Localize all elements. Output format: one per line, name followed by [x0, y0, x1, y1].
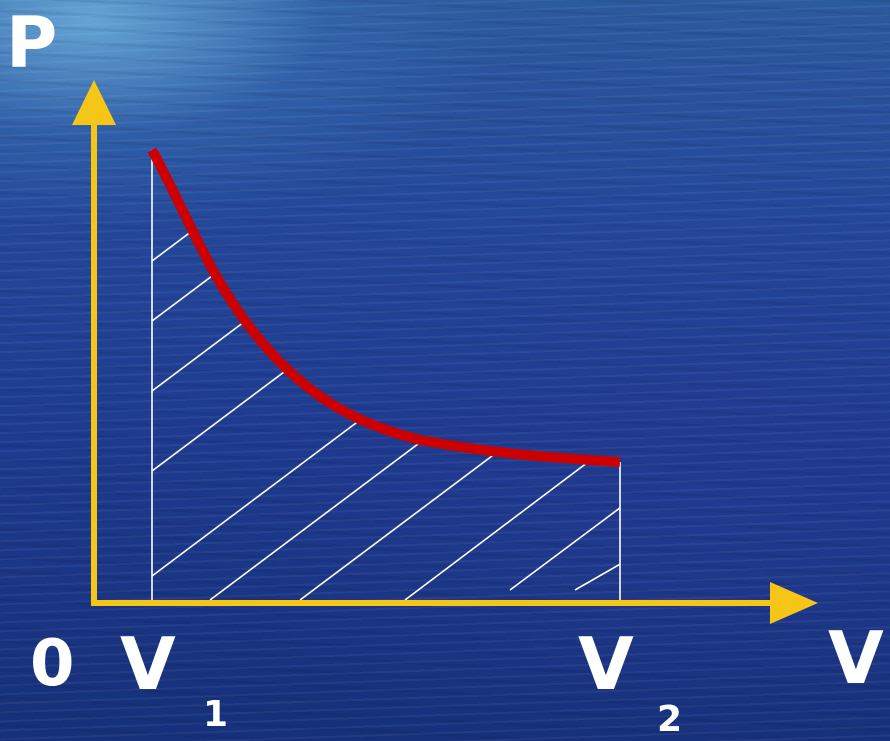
- p-axis-arrow-icon: [72, 80, 116, 125]
- pv-curve: [147, 147, 621, 467]
- hatch-line: [152, 179, 341, 361]
- p-axis-label: P: [6, 2, 58, 84]
- v1-subscript: 1: [203, 694, 229, 735]
- v2-subscript: 2: [657, 699, 683, 740]
- hatch-line: [574, 523, 620, 591]
- hatch-line: [209, 374, 511, 600]
- hatch-line: [152, 344, 461, 600]
- v-axis-label: V: [828, 616, 884, 700]
- origin-label: 0: [30, 627, 75, 701]
- v2-label: V: [578, 622, 634, 706]
- hatch-line: [509, 477, 620, 591]
- hatch-line: [404, 437, 620, 600]
- hatch-line: [152, 269, 421, 511]
- v1-label: V: [120, 622, 176, 706]
- hatch-line: [152, 219, 381, 431]
- v-axis-arrow-icon: [770, 582, 818, 624]
- hatch-line: [152, 150, 301, 301]
